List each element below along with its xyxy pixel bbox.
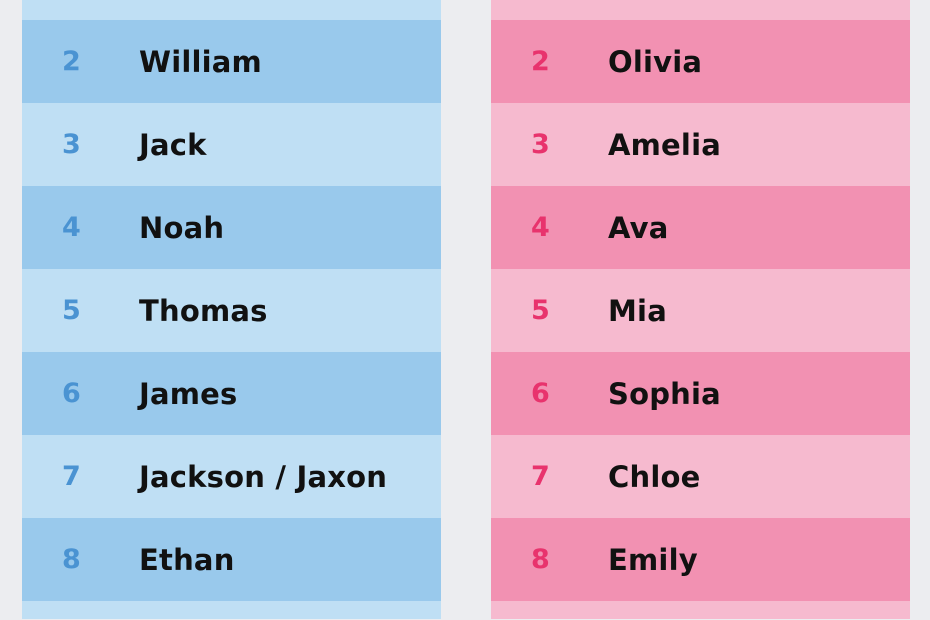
baby-name: Jack [139, 127, 207, 162]
boys-row: 6 James [22, 352, 441, 435]
baby-name: Chloe [608, 459, 701, 494]
boys-row: 8 Ethan [22, 518, 441, 601]
boys-row: 5 Thomas [22, 269, 441, 352]
boys-row-top-partial [22, 0, 441, 20]
girls-names-column: 2 Olivia 3 Amelia 4 Ava 5 Mia 6 Sophia 7… [491, 0, 910, 619]
baby-name: Emily [608, 542, 698, 577]
baby-name: Noah [139, 210, 225, 245]
girls-row: 2 Olivia [491, 20, 910, 103]
rank-number: 4 [531, 212, 550, 243]
rank-number: 3 [62, 129, 81, 160]
girls-row: 5 Mia [491, 269, 910, 352]
girls-row-bottom-partial [491, 601, 910, 619]
rank-number: 5 [62, 295, 81, 326]
baby-name: Ava [608, 210, 669, 245]
rank-number: 2 [531, 46, 550, 77]
girls-row: 6 Sophia [491, 352, 910, 435]
boys-row: 3 Jack [22, 103, 441, 186]
rank-number: 7 [62, 461, 81, 492]
girls-row-top-partial [491, 0, 910, 20]
baby-name: Jackson / Jaxon [139, 459, 388, 494]
girls-row: 4 Ava [491, 186, 910, 269]
rank-number: 3 [531, 129, 550, 160]
rank-number: 4 [62, 212, 81, 243]
boys-row-bottom-partial [22, 601, 441, 619]
boys-row: 4 Noah [22, 186, 441, 269]
baby-name: Olivia [608, 44, 703, 79]
baby-name: Amelia [608, 127, 721, 162]
rank-number: 5 [531, 295, 550, 326]
girls-row: 7 Chloe [491, 435, 910, 518]
rank-number: 6 [531, 378, 550, 409]
rank-number: 8 [62, 544, 81, 575]
girls-row: 8 Emily [491, 518, 910, 601]
baby-name: Ethan [139, 542, 235, 577]
baby-name: Mia [608, 293, 667, 328]
rank-number: 6 [62, 378, 81, 409]
rank-number: 7 [531, 461, 550, 492]
baby-name: Thomas [139, 293, 268, 328]
girls-row: 3 Amelia [491, 103, 910, 186]
baby-name: James [139, 376, 238, 411]
rank-number: 8 [531, 544, 550, 575]
boys-row: 2 William [22, 20, 441, 103]
boys-names-column: 2 William 3 Jack 4 Noah 5 Thomas 6 James… [22, 0, 441, 619]
baby-name: William [139, 44, 262, 79]
baby-name: Sophia [608, 376, 721, 411]
boys-row: 7 Jackson / Jaxon [22, 435, 441, 518]
rank-number: 2 [62, 46, 81, 77]
